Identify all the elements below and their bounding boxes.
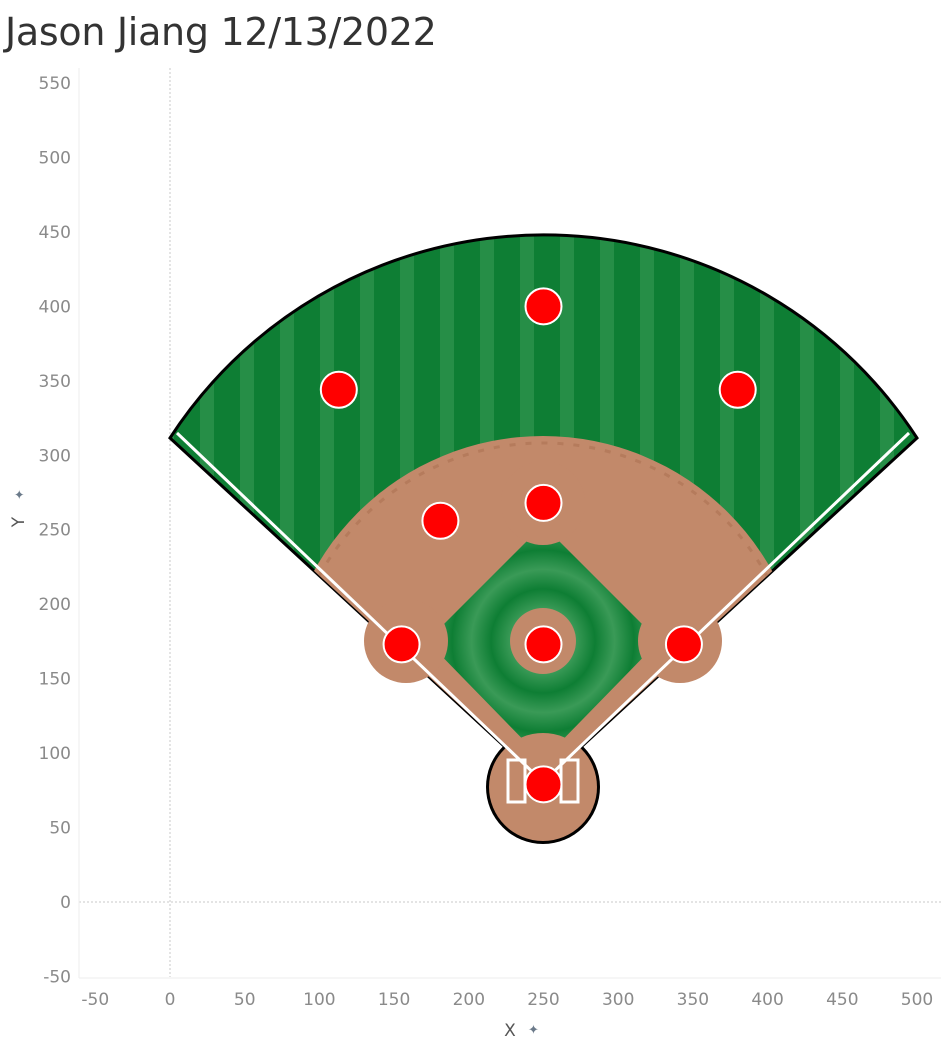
fielder-point[interactable]	[421, 501, 460, 540]
fielder-point[interactable]	[718, 370, 757, 409]
fielder-point[interactable]	[524, 765, 563, 804]
x-tick-label: 100	[303, 990, 335, 1010]
y-tick-label: 150	[39, 670, 71, 690]
y-axis-title: Y	[9, 516, 29, 528]
fielder-point[interactable]	[524, 625, 563, 664]
y-tick-label: 300	[39, 446, 71, 466]
y-tick-label: 200	[39, 595, 71, 615]
y-tick-label: 250	[39, 521, 71, 541]
x-axis-ticks: -50 0 50 100 150 200 250 300 350 400 450 500	[81, 990, 933, 1010]
third-base-foul-line	[175, 431, 545, 784]
fielder-point[interactable]	[319, 370, 358, 409]
x-tick-label: 500	[901, 990, 933, 1010]
y-axis-pin-icon: ✦	[13, 489, 28, 500]
x-tick-label: 50	[234, 990, 256, 1010]
x-tick-label: 0	[165, 990, 176, 1010]
x-tick-label: 450	[826, 990, 858, 1010]
y-tick-label: 550	[39, 74, 71, 94]
x-tick-label: 300	[602, 990, 634, 1010]
x-tick-label: 150	[378, 990, 410, 1010]
x-axis-pin-icon: ✦	[528, 1023, 539, 1038]
x-tick-label: 350	[677, 990, 709, 1010]
y-tick-label: 0	[60, 893, 71, 913]
fielder-points	[319, 287, 757, 804]
baseball-field-image	[168, 233, 919, 844]
fielder-point[interactable]	[524, 287, 563, 326]
y-tick-label: 350	[39, 372, 71, 392]
chart-title: Jason Jiang 12/13/2022	[5, 10, 437, 54]
x-tick-label: -50	[81, 990, 109, 1010]
y-tick-label: 100	[39, 744, 71, 764]
x-axis-title: X	[504, 1021, 516, 1041]
first-base-foul-line	[541, 431, 911, 784]
y-tick-label: 400	[39, 297, 71, 317]
x-tick-label: 400	[751, 990, 783, 1010]
fielder-point[interactable]	[382, 625, 421, 664]
zero-lines	[78, 68, 941, 979]
y-tick-label: 50	[49, 819, 71, 839]
y-tick-label: 450	[39, 223, 71, 243]
fielder-point[interactable]	[524, 483, 563, 522]
y-tick-label: -50	[43, 967, 71, 987]
x-tick-label: 200	[453, 990, 485, 1010]
y-tick-label: 500	[39, 148, 71, 168]
x-tick-label: 250	[527, 990, 559, 1010]
fielder-point[interactable]	[664, 625, 703, 664]
